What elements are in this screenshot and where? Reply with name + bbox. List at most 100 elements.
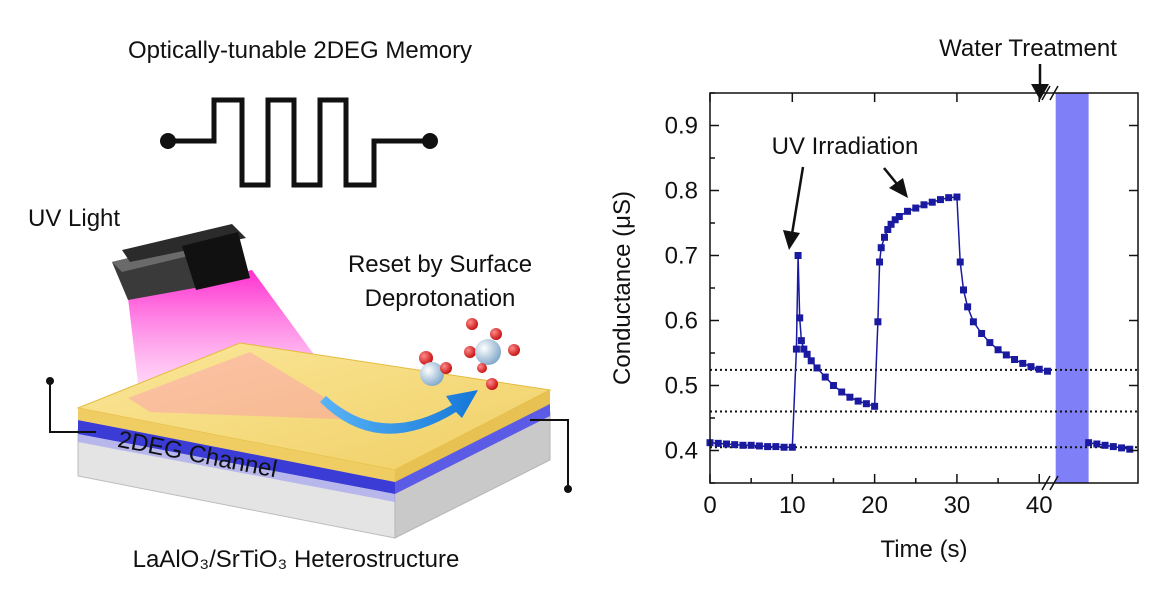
oxygen-atom <box>464 346 476 358</box>
terminal-right <box>422 133 438 149</box>
data-point <box>880 233 888 241</box>
data-point <box>838 388 846 396</box>
channel-layer-front <box>78 420 395 494</box>
desorbed-molecules <box>419 318 520 390</box>
data-point <box>1043 367 1051 375</box>
data-point <box>874 318 882 326</box>
data-point <box>945 194 953 202</box>
film-front-face <box>78 408 395 482</box>
data-point <box>920 201 928 209</box>
data-point <box>986 339 994 347</box>
oxygen-atom <box>440 362 452 374</box>
y-tick-label: 0.7 <box>665 243 698 270</box>
data-point <box>1118 444 1126 452</box>
proton-sphere <box>420 362 444 386</box>
y-axis-label: Conductance (μS) <box>609 191 636 385</box>
data-point <box>876 258 884 266</box>
proton-sphere <box>475 339 501 365</box>
data-point <box>877 244 885 252</box>
uv-light-label: UV Light <box>28 205 120 232</box>
data-point <box>994 346 1002 354</box>
data-point <box>1126 445 1134 453</box>
data-point <box>722 440 730 448</box>
reset-label-line1: Reset by Surface <box>348 251 532 278</box>
oxygen-atom <box>486 378 498 390</box>
channel-glow <box>78 434 395 502</box>
terminal-left <box>160 133 176 149</box>
data-point <box>739 441 747 449</box>
data-point <box>960 286 968 294</box>
data-point <box>1109 443 1117 451</box>
uv-spot <box>128 352 362 420</box>
data-point <box>714 439 722 447</box>
data-point <box>803 350 811 358</box>
data-point <box>928 198 936 206</box>
schematic-title: Optically-tunable 2DEG Memory <box>128 37 472 64</box>
uv-arrow-head-2 <box>889 178 908 198</box>
film-side-face <box>395 390 550 482</box>
data-point <box>854 397 862 405</box>
data-point <box>788 443 796 451</box>
data-point <box>904 207 912 215</box>
channel-layer-side <box>395 402 550 494</box>
data-point <box>936 196 944 204</box>
data-point <box>772 443 780 451</box>
data-point <box>755 442 763 450</box>
data-point <box>829 382 837 389</box>
uv-lamp <box>112 224 250 300</box>
data-point <box>1002 351 1010 359</box>
data-point <box>1035 365 1043 373</box>
x-tick-label: 40 <box>1026 492 1053 519</box>
memory-circuit-symbol <box>160 97 438 188</box>
y-tick-label: 0.6 <box>665 308 698 335</box>
data-point <box>780 443 788 451</box>
oxygen-atom <box>477 363 487 373</box>
data-point <box>964 303 972 311</box>
x-tick-label: 20 <box>861 492 888 519</box>
reset-label-line2: Deprotonation <box>365 285 516 312</box>
uv-irradiation-label: UV Irradiation <box>772 133 919 160</box>
data-point <box>800 345 808 353</box>
heterostructure-label: LaAlO₃/SrTiO₃ Heterostructure <box>133 546 460 573</box>
electrode-wires <box>49 382 569 488</box>
x-tick-label: 30 <box>944 492 971 519</box>
data-point <box>794 252 802 259</box>
data-point <box>871 402 879 410</box>
data-point <box>764 443 772 451</box>
data-point <box>884 226 892 233</box>
water-treatment-label: Water Treatment <box>939 35 1117 62</box>
y-tick-label: 0.9 <box>665 113 698 140</box>
data-point <box>1011 356 1019 363</box>
data-point <box>969 318 977 326</box>
x-tick-label: 0 <box>703 492 716 519</box>
y-tick-label: 0.8 <box>665 178 698 205</box>
data-point <box>813 364 821 372</box>
water-treatment-band <box>1055 93 1089 483</box>
axis-break-marks <box>1041 85 1059 491</box>
y-tick-label: 0.5 <box>665 373 698 400</box>
water-arrow-head <box>1031 84 1049 100</box>
annotation-arrows <box>783 64 1049 440</box>
data-point <box>1093 440 1101 448</box>
data-point <box>953 193 961 201</box>
oxygen-atom <box>508 344 520 356</box>
x-tick-label: 10 <box>779 492 806 519</box>
data-point <box>1101 441 1109 449</box>
data-point <box>978 330 986 337</box>
wire-terminal-left <box>46 377 54 385</box>
y-tick-label: 0.4 <box>665 438 698 465</box>
data-point <box>821 373 829 381</box>
data-point <box>792 345 800 353</box>
data-point <box>895 213 903 220</box>
data-point <box>887 220 895 228</box>
data-point <box>1019 359 1027 367</box>
conductance-chart: 0 10 20 30 40 0.4 0.5 0.6 0.7 0.8 0.9 Water Treatm… <box>609 35 1139 563</box>
data-point <box>1027 363 1035 371</box>
data-point <box>747 441 755 449</box>
oxygen-atom <box>466 318 478 330</box>
wire-terminal-right <box>564 485 572 493</box>
data-point <box>731 441 739 449</box>
data-point <box>956 258 964 266</box>
reset-down-arrow <box>1031 422 1047 440</box>
